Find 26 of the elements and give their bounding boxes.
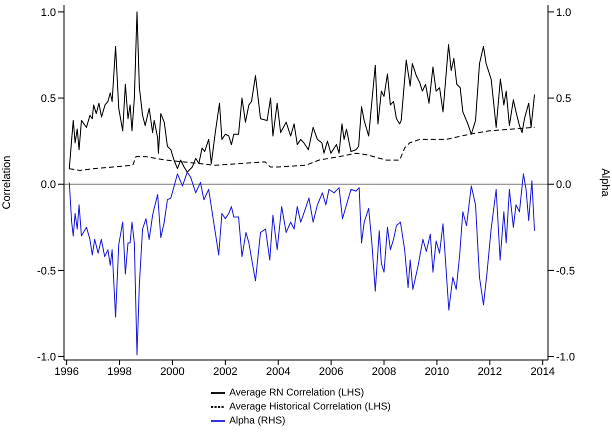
x-tick-label: 2010: [424, 366, 450, 378]
x-tick-label: 2004: [266, 366, 290, 378]
y2-tick-label: 1.0: [556, 6, 572, 19]
x-tick-label: 2012: [478, 366, 502, 378]
x-tick-label: 1996: [54, 366, 79, 378]
legend-label: Average Historical Correlation (LHS): [229, 402, 391, 413]
y-tick-label: 0.5: [40, 92, 56, 105]
y2-tick-label: -1.0: [556, 351, 575, 364]
y-tick-label: 1.0: [40, 6, 56, 19]
x-tick-label: 1998: [107, 366, 132, 378]
y-tick-label: 0.0: [40, 179, 56, 192]
y2-tick-label: -0.5: [556, 265, 575, 278]
line-series: [68, 172, 536, 356]
y-tick-label: -0.5: [37, 265, 56, 278]
x-tick-label: 2006: [318, 366, 344, 378]
y2-tick-label: 0.5: [556, 92, 572, 105]
y2-tick-label: 0.0: [556, 179, 572, 192]
x-tick-label: 2002: [213, 366, 238, 378]
y2-axis-title: Alpha: [599, 168, 612, 198]
x-tick-label: 2008: [372, 366, 396, 378]
legend-label: Alpha (RHS): [229, 416, 286, 427]
legend-label: Average RN Correlation (LHS): [229, 388, 364, 399]
x-tick-label: 2000: [160, 366, 185, 378]
y-axis-title: Correlation: [0, 156, 13, 210]
y-tick-label: -1.0: [37, 351, 56, 364]
x-tick-label: 2014: [530, 366, 555, 378]
